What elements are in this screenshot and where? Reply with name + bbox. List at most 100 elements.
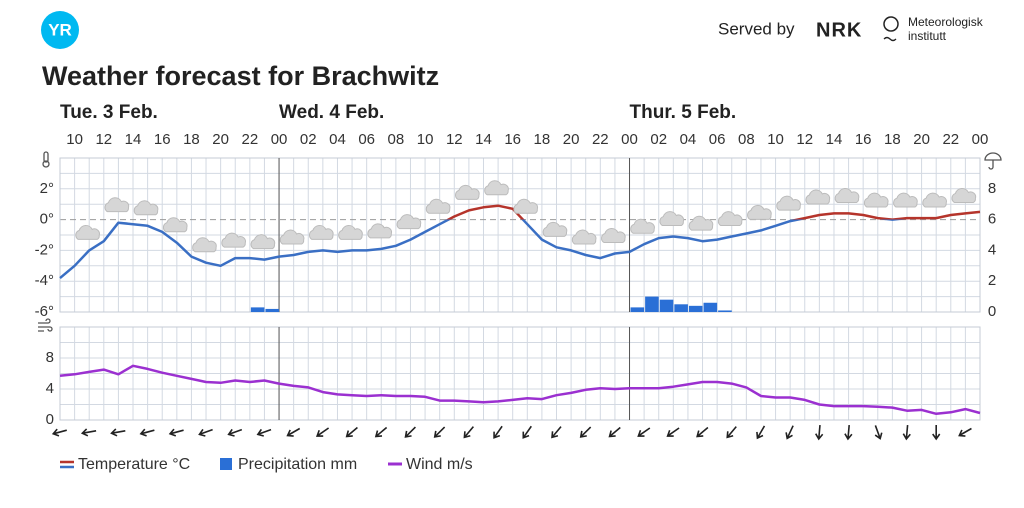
wind-arrow [608,426,621,438]
arrow-shape [637,427,651,437]
arrow-shape [815,424,824,441]
arrow-shape [286,427,301,437]
cloud [513,198,539,214]
arrow-shape [785,425,794,440]
legend-label: Wind m/s [406,456,473,473]
arrow-shape [522,425,532,439]
yr-logo-text: YR [48,20,72,39]
wind-arrow [726,426,737,439]
cloud [805,189,831,205]
wind-arrow [551,426,562,439]
wind-arrow [522,425,532,439]
x-tick-label: 10 [66,131,83,148]
precip-bar [703,302,718,312]
wind-arrow [168,428,184,437]
y-tick-label: 2° [40,180,54,197]
precip-bar [688,305,703,312]
day-header: Tue. 3 Feb. [60,102,158,123]
weather-icon [571,229,597,245]
x-tick-label: 02 [300,131,317,148]
weather-icon [630,218,655,234]
x-tick-label: 10 [417,131,434,148]
cloud [367,223,393,239]
weather-icon [542,221,568,237]
x-tick-label: 12 [446,131,463,148]
met-logo-wave [883,36,897,42]
weather-icon [659,211,685,227]
weather-icon [922,192,947,208]
weather-icon [279,229,305,245]
y2-tick-label: 4 [988,241,996,258]
met-name-2: institutt [908,29,947,43]
weather-icon [367,223,393,239]
x-tick-label: 14 [475,131,492,148]
wind-arrow [463,426,475,439]
arrow-shape [726,426,737,439]
x-tick-label: 22 [592,131,609,148]
arrow-shape [551,426,562,439]
cloud [75,224,100,240]
x-tick-label: 06 [709,131,726,148]
series-line [59,364,981,416]
x-tick-label: 10 [767,131,784,148]
cloud [425,198,451,214]
wind-arrow [227,428,243,437]
arrow-shape [198,428,213,437]
weather-icon [250,234,276,250]
cloud [834,188,860,203]
x-tick-label: 04 [680,131,697,148]
arrow-shape [80,428,97,437]
cloud [542,221,568,237]
cloud [221,232,246,248]
weather-icon [308,224,334,240]
cloud [776,195,801,211]
arrow-shape [902,424,911,441]
weather-icon [863,192,889,208]
wind-arrow [579,426,592,438]
wind-arrow [696,426,709,438]
wind-arrow [345,426,358,438]
legend-label: Precipitation mm [238,456,357,473]
cloud [717,211,743,227]
weather-icon [75,224,100,240]
weather-icon [162,217,188,233]
y-tick-label: -4° [35,272,54,289]
y-tick-label: -6° [35,303,54,320]
wind-arrow [932,425,941,441]
x-tick-label: 16 [154,131,171,148]
plot-frame [59,157,981,313]
legend-swatch [220,458,232,470]
x-tick-label: 22 [241,131,258,148]
met-name[interactable]: Meteorologisk [908,15,984,29]
x-tick-label: 12 [95,131,112,148]
cloud [571,229,597,245]
y2-tick-label: 2 [988,272,996,289]
arrow-shape [433,426,446,438]
x-tick-label: 14 [826,131,843,148]
cloud [863,192,889,208]
y-tick-label: 4 [46,380,54,397]
arrow-shape [579,426,592,438]
chart-title: Weather forecast for Brachwitz [42,61,439,91]
cloud [133,200,159,216]
wind-arrow [785,425,794,440]
wind-arrow [256,428,272,437]
arrow-shape [51,428,67,437]
x-tick-label: 08 [738,131,755,148]
arrow-shape [463,426,475,439]
weather-icon [717,211,743,227]
cloud [747,204,772,220]
nrk-logo[interactable]: NRK [816,19,862,41]
x-tick-label: 00 [972,131,989,148]
cloud [659,211,685,227]
precip-bar [630,307,645,312]
arrow-shape [756,425,766,440]
arrow-shape [168,428,184,437]
x-tick-label: 06 [358,131,375,148]
x-tick-label: 12 [796,131,813,148]
yr-logo[interactable] [41,11,79,49]
weather-icon [192,237,217,253]
arrow-shape [696,426,709,438]
weather-icon [601,228,626,243]
